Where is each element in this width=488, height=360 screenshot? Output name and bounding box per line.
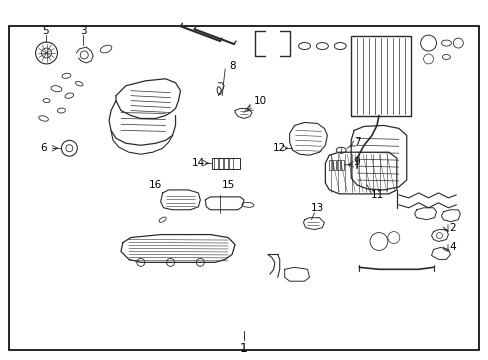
Text: 16: 16	[149, 180, 162, 190]
Bar	[214, 158, 218, 169]
Text: 7: 7	[353, 137, 360, 147]
Text: 13: 13	[310, 203, 324, 213]
Bar	[229, 158, 233, 169]
Text: 9: 9	[353, 157, 360, 167]
Text: 8: 8	[228, 61, 235, 71]
Text: 15: 15	[221, 180, 234, 190]
Text: 5: 5	[42, 26, 49, 36]
Text: 12: 12	[272, 143, 286, 153]
Bar	[333, 160, 336, 170]
Text: 2: 2	[448, 222, 455, 233]
Text: 11: 11	[369, 190, 383, 200]
Text: 3: 3	[80, 26, 86, 36]
Bar	[219, 158, 223, 169]
Bar	[341, 160, 344, 170]
Bar	[224, 158, 228, 169]
Bar	[350, 36, 410, 116]
Text: 10: 10	[253, 96, 266, 105]
Text: 14: 14	[191, 158, 204, 168]
Text: 4: 4	[448, 243, 455, 252]
Bar	[328, 160, 332, 170]
Bar	[212, 158, 240, 169]
Bar	[337, 160, 340, 170]
Text: 1: 1	[240, 342, 247, 355]
Text: 6: 6	[40, 143, 47, 153]
